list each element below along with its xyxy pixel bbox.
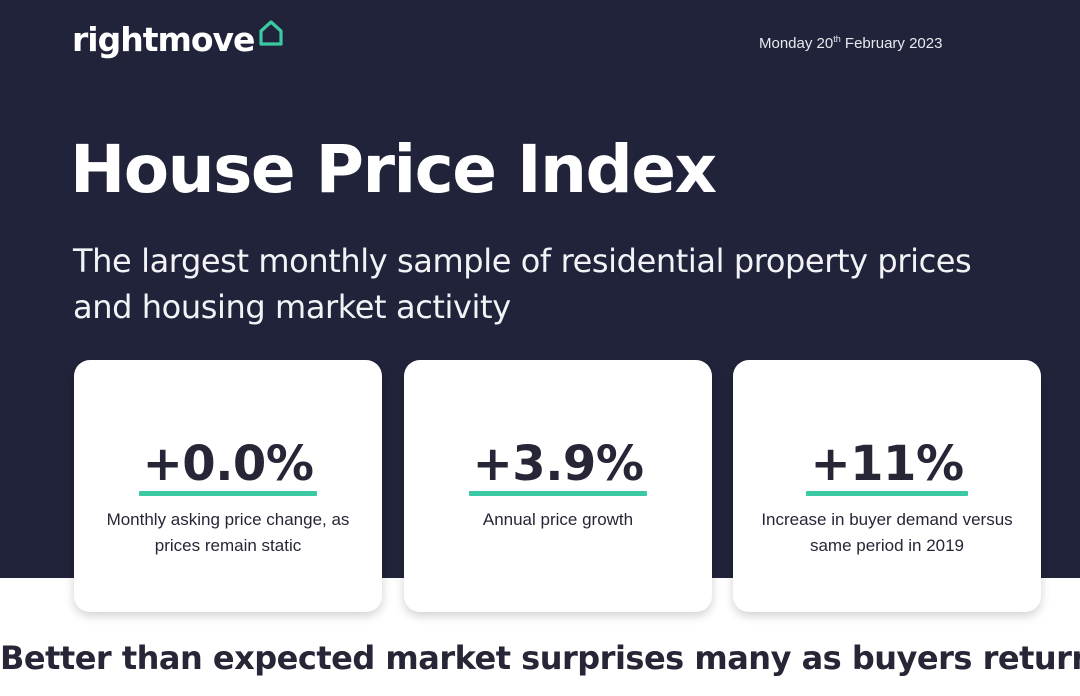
stat-card-monthly-change: +0.0% Monthly asking price change, as pr…	[74, 360, 382, 612]
stat-underline	[468, 491, 648, 496]
date-day: Monday 20	[759, 35, 834, 52]
house-outline-icon	[259, 20, 284, 46]
date-month-year: February 2023	[840, 35, 943, 52]
stat-description: Annual price growth	[482, 510, 634, 529]
stat-value: +11%	[806, 434, 968, 496]
page-subtitle: The largest monthly sample of residentia…	[73, 242, 972, 326]
stat-value: +0.0%	[138, 434, 318, 496]
publication-date: Monday 20th February 2023	[759, 35, 942, 53]
stat-description: Monthly asking price change, as prices r…	[106, 510, 350, 555]
stat-value: +3.9%	[468, 434, 648, 496]
stat-description: Increase in buyer demand versus same per…	[761, 510, 1013, 555]
rightmove-logo[interactable]: rightmove	[72, 18, 285, 62]
stat-card-annual-growth: +3.9% Annual price growth	[404, 360, 712, 612]
logo-text: rightmove	[72, 20, 255, 59]
stat-underline	[138, 491, 318, 496]
headline: Better than expected market surprises ma…	[0, 639, 1080, 677]
stat-card-buyer-demand: +11% Increase in buyer demand versus sam…	[733, 360, 1041, 612]
page-title: House Price Index	[70, 131, 717, 208]
date-ordinal: th	[833, 34, 841, 44]
stat-underline	[806, 491, 968, 496]
